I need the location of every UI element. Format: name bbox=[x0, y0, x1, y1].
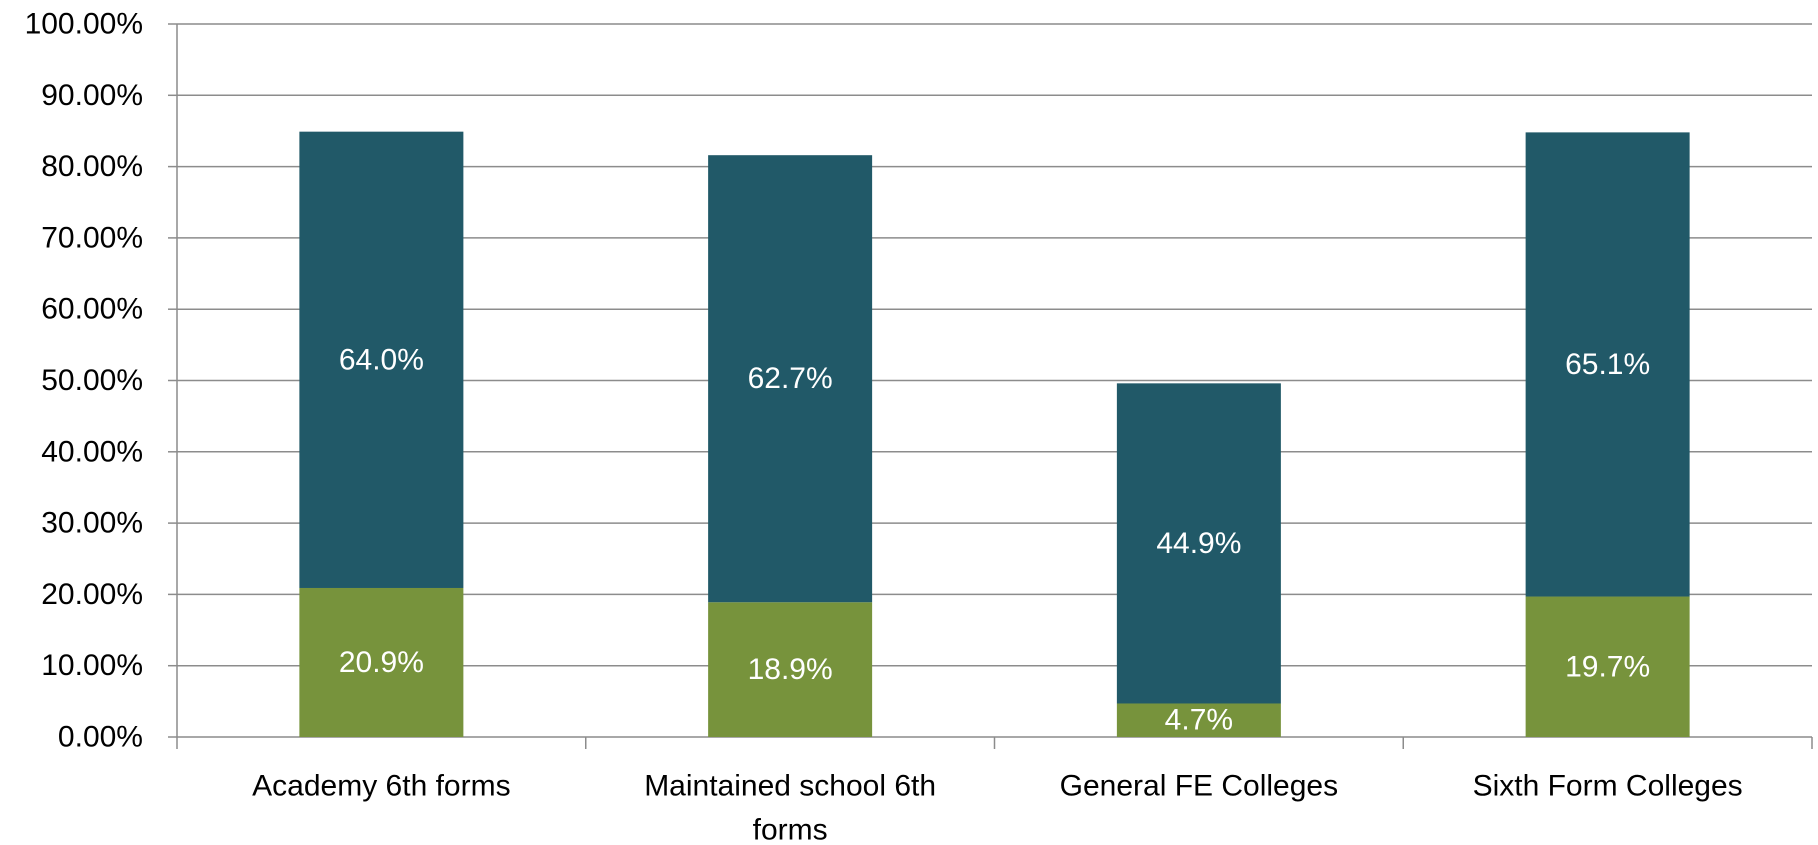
data-label: 20.9% bbox=[339, 646, 424, 679]
data-label: 4.7% bbox=[1165, 704, 1233, 737]
y-tick-label: 90.00% bbox=[41, 79, 143, 112]
data-label: 62.7% bbox=[748, 362, 833, 395]
bar-segment bbox=[1525, 596, 1690, 737]
x-category-label: forms bbox=[753, 814, 828, 845]
bar-segment bbox=[1116, 383, 1281, 704]
x-category-label: Maintained school 6th bbox=[644, 770, 936, 803]
y-tick-label: 50.00% bbox=[41, 364, 143, 397]
data-label: 65.1% bbox=[1565, 348, 1650, 381]
x-category-label: General FE Colleges bbox=[1060, 770, 1338, 803]
y-tick-label: 20.00% bbox=[41, 578, 143, 611]
data-label: 44.9% bbox=[1156, 527, 1241, 560]
data-label: 18.9% bbox=[748, 653, 833, 686]
bar-segment bbox=[708, 155, 873, 603]
bar-segment bbox=[299, 131, 464, 588]
y-tick-label: 10.00% bbox=[41, 649, 143, 682]
data-label: 19.7% bbox=[1565, 650, 1650, 683]
x-category-label: Sixth Form Colleges bbox=[1473, 770, 1743, 803]
axes: 0.00% 10.00% 20.00% 30.00% 40.00% 50.00% 60.00… bbox=[25, 8, 1813, 754]
y-tick-label: 0.00% bbox=[58, 721, 143, 754]
labels: 20.9% 64.0% Academy 6th forms 18.9% 62.7% Mai… bbox=[252, 343, 1743, 845]
bar-segment bbox=[299, 587, 464, 737]
y-tick-label: 40.00% bbox=[41, 435, 143, 468]
data-label: 64.0% bbox=[339, 343, 424, 376]
y-tick-label: 100.00% bbox=[25, 8, 143, 41]
y-tick-label: 80.00% bbox=[41, 150, 143, 183]
x-category-label: Academy 6th forms bbox=[252, 770, 510, 803]
bars bbox=[299, 131, 1690, 737]
bar-segment bbox=[1525, 132, 1690, 597]
y-tick-label: 70.00% bbox=[41, 221, 143, 254]
bar-segment bbox=[1116, 703, 1281, 737]
bar-segment bbox=[708, 602, 873, 737]
y-tick-label: 60.00% bbox=[41, 293, 143, 326]
y-tick-label: 30.00% bbox=[41, 507, 143, 540]
